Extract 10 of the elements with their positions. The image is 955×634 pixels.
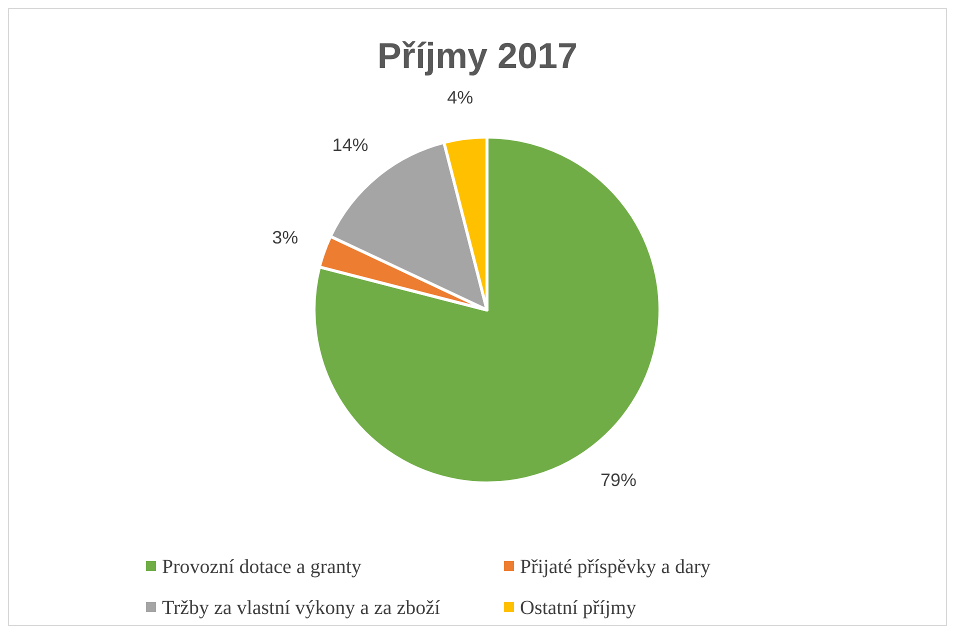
legend-label: Provozní dotace a granty <box>162 556 362 578</box>
pie-slice <box>312 136 662 484</box>
chart-title: Příjmy 2017 <box>377 35 578 76</box>
legend-label: Tržby za vlastní výkony a za zboží <box>162 597 441 619</box>
data-label: 14% <box>332 135 368 156</box>
data-label: 3% <box>272 228 298 248</box>
data-label: 4% <box>447 87 474 108</box>
legend-label: Ostatní příjmy <box>520 597 636 619</box>
data-label: 79% <box>600 470 636 490</box>
legend-label: Přijaté příspěvky a dary <box>520 556 710 578</box>
